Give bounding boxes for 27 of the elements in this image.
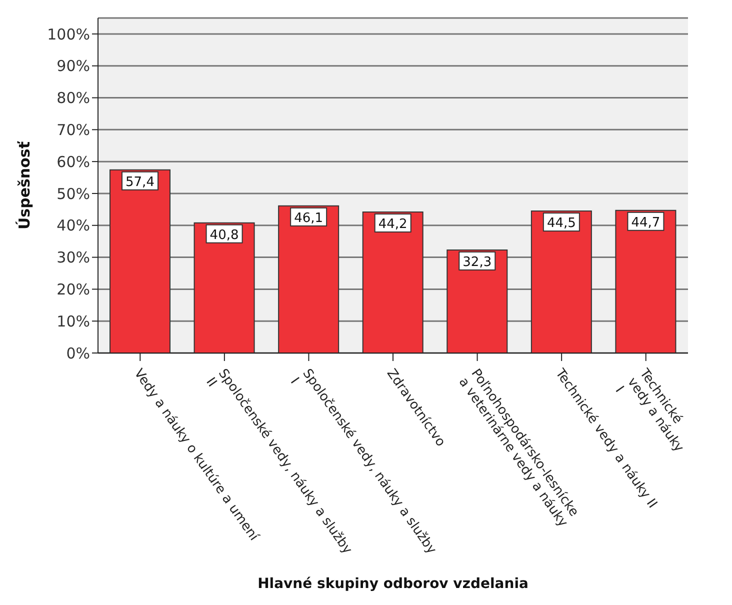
y-tick-label: 0%	[66, 344, 90, 362]
y-tick-label: 90%	[56, 57, 90, 76]
y-tick-label: 60%	[56, 152, 90, 171]
y-tick-label: 100%	[47, 25, 90, 44]
bar	[615, 210, 676, 353]
y-tick-label: 20%	[56, 280, 90, 299]
bar	[194, 222, 255, 353]
data-label: 44,5	[546, 216, 576, 232]
bar	[362, 211, 424, 353]
bar	[446, 249, 508, 353]
y-tick-label: 50%	[56, 184, 90, 203]
data-label: 32,3	[462, 254, 492, 270]
bar	[278, 205, 340, 353]
data-label: 44,2	[378, 216, 408, 232]
y-tick-label: 70%	[56, 120, 90, 139]
data-label: 46,1	[294, 210, 324, 226]
bar	[530, 210, 592, 353]
y-tick-label: 30%	[56, 248, 90, 267]
bar	[110, 169, 170, 353]
data-label: 57,4	[126, 174, 154, 190]
y-tick-label: 40%	[56, 216, 90, 235]
y-tick-label: 80%	[56, 89, 90, 108]
y-axis-title: Úspešnosť	[15, 140, 34, 230]
y-tick-label: 10%	[56, 312, 90, 330]
data-label: 40,8	[210, 228, 239, 243]
x-axis-title: Hlavné skupiny odborov vzdelania	[258, 576, 528, 592]
data-label: 44,7	[631, 215, 660, 230]
